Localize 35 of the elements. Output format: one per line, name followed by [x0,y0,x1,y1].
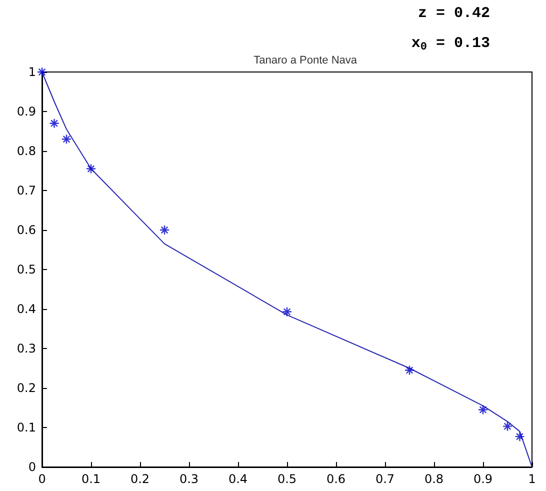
point [159,224,170,236]
y-tick-label: 0.1 [16,420,36,434]
y-tick-label: 0.8 [16,144,36,158]
y-tick-label: 0.6 [16,223,36,237]
y-tick-label: 0.3 [16,342,36,356]
x-tick-label: 0.8 [424,472,444,486]
y-tick-label: 1 [28,65,36,79]
x-tick-label: 0 [38,472,46,486]
x-tick-label: 0.1 [81,472,101,486]
point [36,66,48,78]
y-tick-label: 0.9 [16,104,36,118]
x-tick-label: 1 [528,472,536,486]
point [502,421,513,432]
x-tick-label: 0.4 [228,472,248,486]
x-tick-label: 0.6 [326,472,346,486]
x-tick-label: 0.2 [130,472,150,486]
point [282,306,292,317]
chart-title: Tanaro a Ponte Nava [254,54,358,66]
point [61,134,72,144]
line-series [42,72,532,468]
point [514,431,525,442]
y-tick-label: 0 [28,460,36,474]
y-tick-label: 0.5 [16,262,36,276]
y-tick-label: 0.4 [16,302,36,316]
text: z = 0.42 [418,5,490,22]
x-tick-label: 0.9 [473,472,493,486]
y-tick-label: 0.7 [16,184,36,198]
point [478,404,488,415]
x-tick-label: 0.3 [179,472,199,486]
x-tick-label: 0.7 [375,472,395,486]
y-tick-label: 0.2 [16,381,36,395]
point [49,118,60,128]
point [404,365,415,376]
x-tick-label: 0.5 [277,472,297,486]
point [86,164,96,174]
